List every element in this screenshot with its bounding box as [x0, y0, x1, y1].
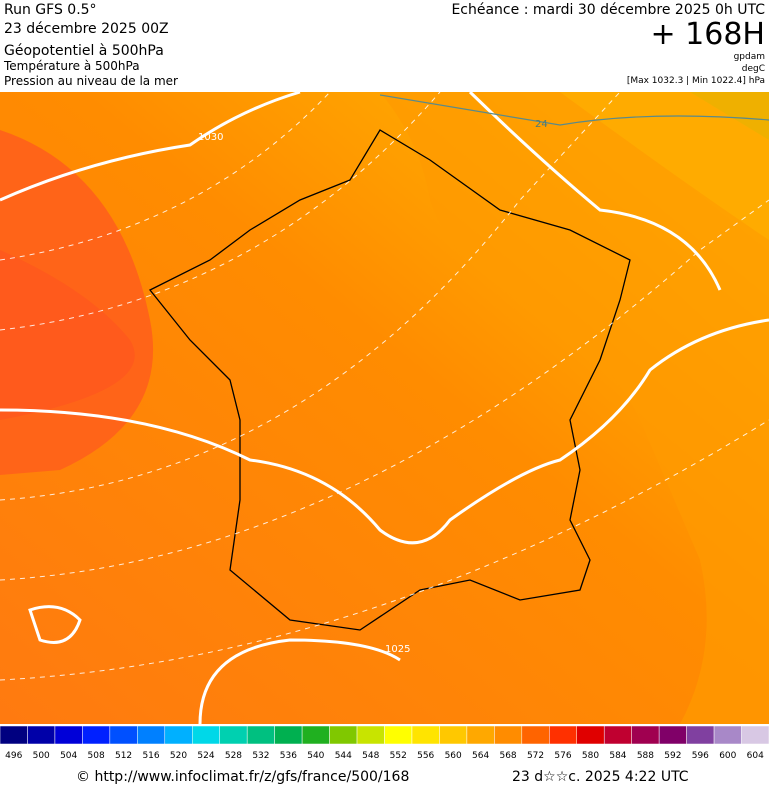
colorbar-label: 528	[225, 751, 242, 761]
colorbar-label: 540	[307, 751, 324, 761]
colorbar-cell	[686, 725, 715, 745]
colorbar-label: 520	[170, 751, 187, 761]
source: © http://www.infoclimat.fr/z/gfs/france/…	[76, 769, 409, 785]
contour-label: 24	[535, 119, 548, 130]
colorbar-cell	[384, 725, 413, 745]
isobar	[0, 318, 769, 545]
colorbar-cell	[109, 725, 138, 745]
colorbar-label: 580	[582, 751, 599, 761]
colorbar-cell	[0, 725, 28, 745]
colorbar-label: 516	[142, 751, 159, 761]
map: 1030 24 1025	[0, 90, 769, 725]
colorbar-label: 564	[472, 751, 489, 761]
contour-label: 1030	[198, 132, 223, 143]
isotherm	[379, 94, 769, 126]
colorbar-cell	[27, 725, 56, 745]
colorbar-label: 600	[719, 751, 736, 761]
colorbar-cell	[603, 725, 632, 745]
colorbar-cell	[137, 725, 166, 745]
colorbar-label: 556	[417, 751, 434, 761]
isobar	[28, 605, 82, 644]
colorbar-cell	[82, 725, 111, 745]
colorbar-label: 572	[527, 751, 544, 761]
colorbar-cell	[356, 725, 385, 745]
param: Géopotentiel à 500hPa	[4, 43, 164, 59]
colorbar-label: 532	[252, 751, 269, 761]
isobar	[468, 90, 722, 291]
colorbar-cell	[219, 725, 248, 745]
height-contours	[0, 91, 769, 681]
colorbar-label: 588	[637, 751, 654, 761]
timestamp: 23 d☆☆c. 2025 4:22 UTC	[512, 769, 689, 785]
colorbar-cell	[274, 725, 303, 745]
echeance: Echéance : mardi 30 décembre 2025 0h UTC	[451, 2, 765, 18]
colorbar-label: 512	[115, 751, 132, 761]
temp-zone	[380, 92, 769, 724]
colorbar-cell	[466, 725, 495, 745]
colorbar-label: 544	[335, 751, 352, 761]
unit: gpdam	[734, 52, 765, 62]
colorbar-cell	[741, 725, 769, 745]
colorbar-cell	[549, 725, 577, 745]
lead-time: + 168H	[651, 17, 766, 52]
unit: degC	[742, 64, 765, 74]
colorbar-label: 576	[554, 751, 571, 761]
isobar	[198, 638, 401, 725]
isobar	[0, 90, 301, 202]
contour-label: 1025	[385, 644, 410, 655]
colorbar-cell	[631, 725, 660, 745]
colorbar-label: 508	[88, 751, 105, 761]
colorbar-label: 584	[609, 751, 626, 761]
colorbar-cell	[521, 725, 550, 745]
colorbar-cell	[192, 725, 220, 745]
colorbar-label: 596	[692, 751, 709, 761]
colorbar-cell	[494, 725, 523, 745]
colorbar-cell	[713, 725, 742, 745]
colorbar: 496 500 504 508 512 516 520 524 528 532 536 540 544 5…	[0, 725, 769, 761]
colorbar-label: 548	[362, 751, 379, 761]
colorbar-label: 560	[445, 751, 462, 761]
run-date: 23 décembre 2025 00Z	[4, 21, 169, 37]
colorbar-label: 504	[60, 751, 77, 761]
temp-zone	[0, 250, 135, 420]
colorbar-label: 524	[197, 751, 214, 761]
colorbar-cell	[329, 725, 358, 745]
colorbar-label: 552	[390, 751, 407, 761]
colorbar-cell	[54, 725, 83, 745]
param: Température à 500hPa	[3, 59, 140, 73]
colorbar-cell	[411, 725, 440, 745]
colorbar-cell	[439, 725, 468, 745]
param: Pression au niveau de la mer	[4, 74, 178, 88]
run: Run GFS 0.5°	[4, 2, 97, 18]
pressure-range: [Max 1032.3 | Min 1022.4] hPa	[627, 76, 765, 86]
colorbar-label: 592	[664, 751, 681, 761]
colorbar-cell	[576, 725, 605, 745]
colorbar-cell	[658, 725, 687, 745]
colorbar-cell	[301, 725, 330, 745]
colorbar-label: 536	[280, 751, 297, 761]
colorbar-label: 568	[499, 751, 516, 761]
colorbar-label: 604	[747, 751, 764, 761]
colorbar-label: 500	[33, 751, 50, 761]
colorbar-cell	[246, 725, 275, 745]
colorbar-label: 496	[5, 751, 22, 761]
france-outline	[148, 129, 631, 631]
colorbar-cell	[164, 725, 193, 745]
